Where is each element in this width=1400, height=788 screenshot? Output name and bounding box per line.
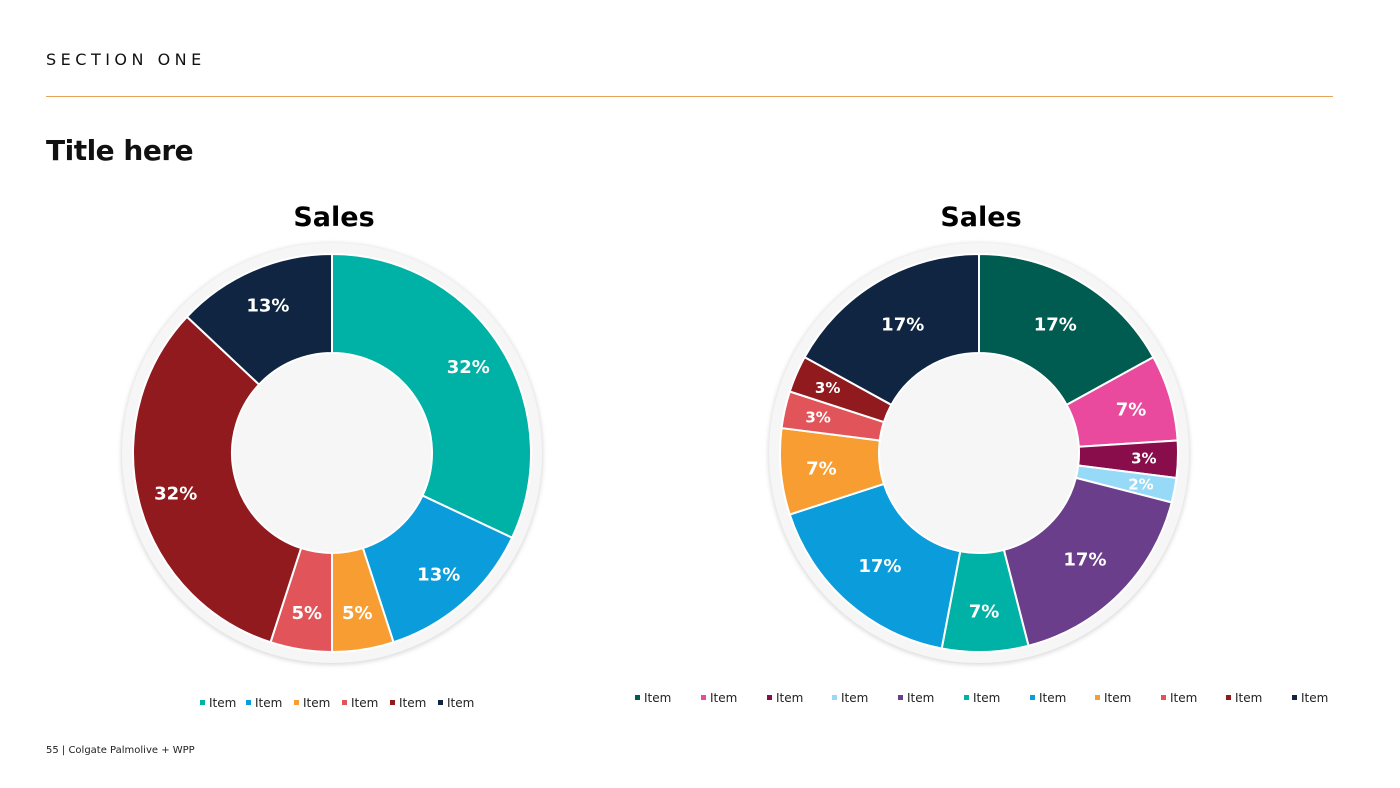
pie-slice[interactable] [788,482,962,650]
legend-swatch [246,700,251,705]
legend-label: Item [1301,691,1328,705]
page-title: Title here [46,134,194,167]
legend-swatch [1095,695,1100,700]
legend-label: Item [1039,691,1066,705]
slice-label: 3% [1131,450,1156,468]
slice-label: 7% [1116,399,1147,420]
legend-swatch [964,695,969,700]
slice-label: 5% [342,603,373,624]
slice-label: 7% [969,602,1000,623]
slice-label: 17% [1063,549,1106,570]
legend-label: Item [644,691,671,705]
legend-label: Item [209,696,236,710]
pie-slice[interactable] [1002,476,1173,647]
legend-swatch [767,695,772,700]
slice-label: 5% [291,603,322,624]
legend-label: Item [710,691,737,705]
header-divider [46,96,1333,97]
legend-label: Item [255,696,282,710]
donut-chart-right: Sales 17% 7% 3% 2% 17% 7% 17% 7% 3% 3% 17% Item Item I… [635,202,1328,705]
chart-title: Sales [940,202,1021,233]
legend-swatch [200,700,205,705]
legend-label: Item [973,691,1000,705]
legend-swatch [1292,695,1297,700]
slice-label: 3% [815,379,840,397]
legend-swatch [1161,695,1166,700]
section-label: SECTION ONE [46,50,206,69]
legend-label: Item [351,696,378,710]
slice-label: 32% [154,484,197,505]
legend-label: Item [776,691,803,705]
pie-slice[interactable] [803,253,980,406]
legend-swatch [832,695,837,700]
legend-swatch [342,700,347,705]
legend-label: Item [447,696,474,710]
footer-text: 55 | Colgate Palmolive + WPP [46,745,195,756]
pie-slice[interactable] [132,315,303,644]
legend-label: Item [1170,691,1197,705]
slice-label: 17% [881,315,924,336]
pie-slice[interactable] [331,253,532,539]
legend-label: Item [841,691,868,705]
legend-swatch [390,700,395,705]
slice-label: 2% [1128,475,1153,493]
legend-swatch [438,700,443,705]
pie-slice[interactable] [978,253,1155,406]
legend-label: Item [303,696,330,710]
slice-label: 32% [447,357,490,378]
legend-swatch [1030,695,1035,700]
slice-label: 13% [417,565,460,586]
slice-label: 7% [806,458,837,479]
legend-swatch [1226,695,1231,700]
legend-swatch [701,695,706,700]
slice-label: 3% [805,408,830,426]
pie-slice[interactable] [185,253,333,386]
legend-label: Item [1235,691,1262,705]
legend-label: Item [1104,691,1131,705]
slice-label: 17% [1034,315,1077,336]
slice-label: 17% [858,556,901,577]
legend-swatch [635,695,640,700]
legend-swatch [294,700,299,705]
chart-title: Sales [293,202,374,233]
legend-label: Item [399,696,426,710]
legend-swatch [898,695,903,700]
legend-label: Item [907,691,934,705]
slice-label: 13% [246,295,289,316]
donut-chart-left: Sales 32% 13% 5% 5% 32% 13% Item Item Item Item Ite… [121,202,543,710]
